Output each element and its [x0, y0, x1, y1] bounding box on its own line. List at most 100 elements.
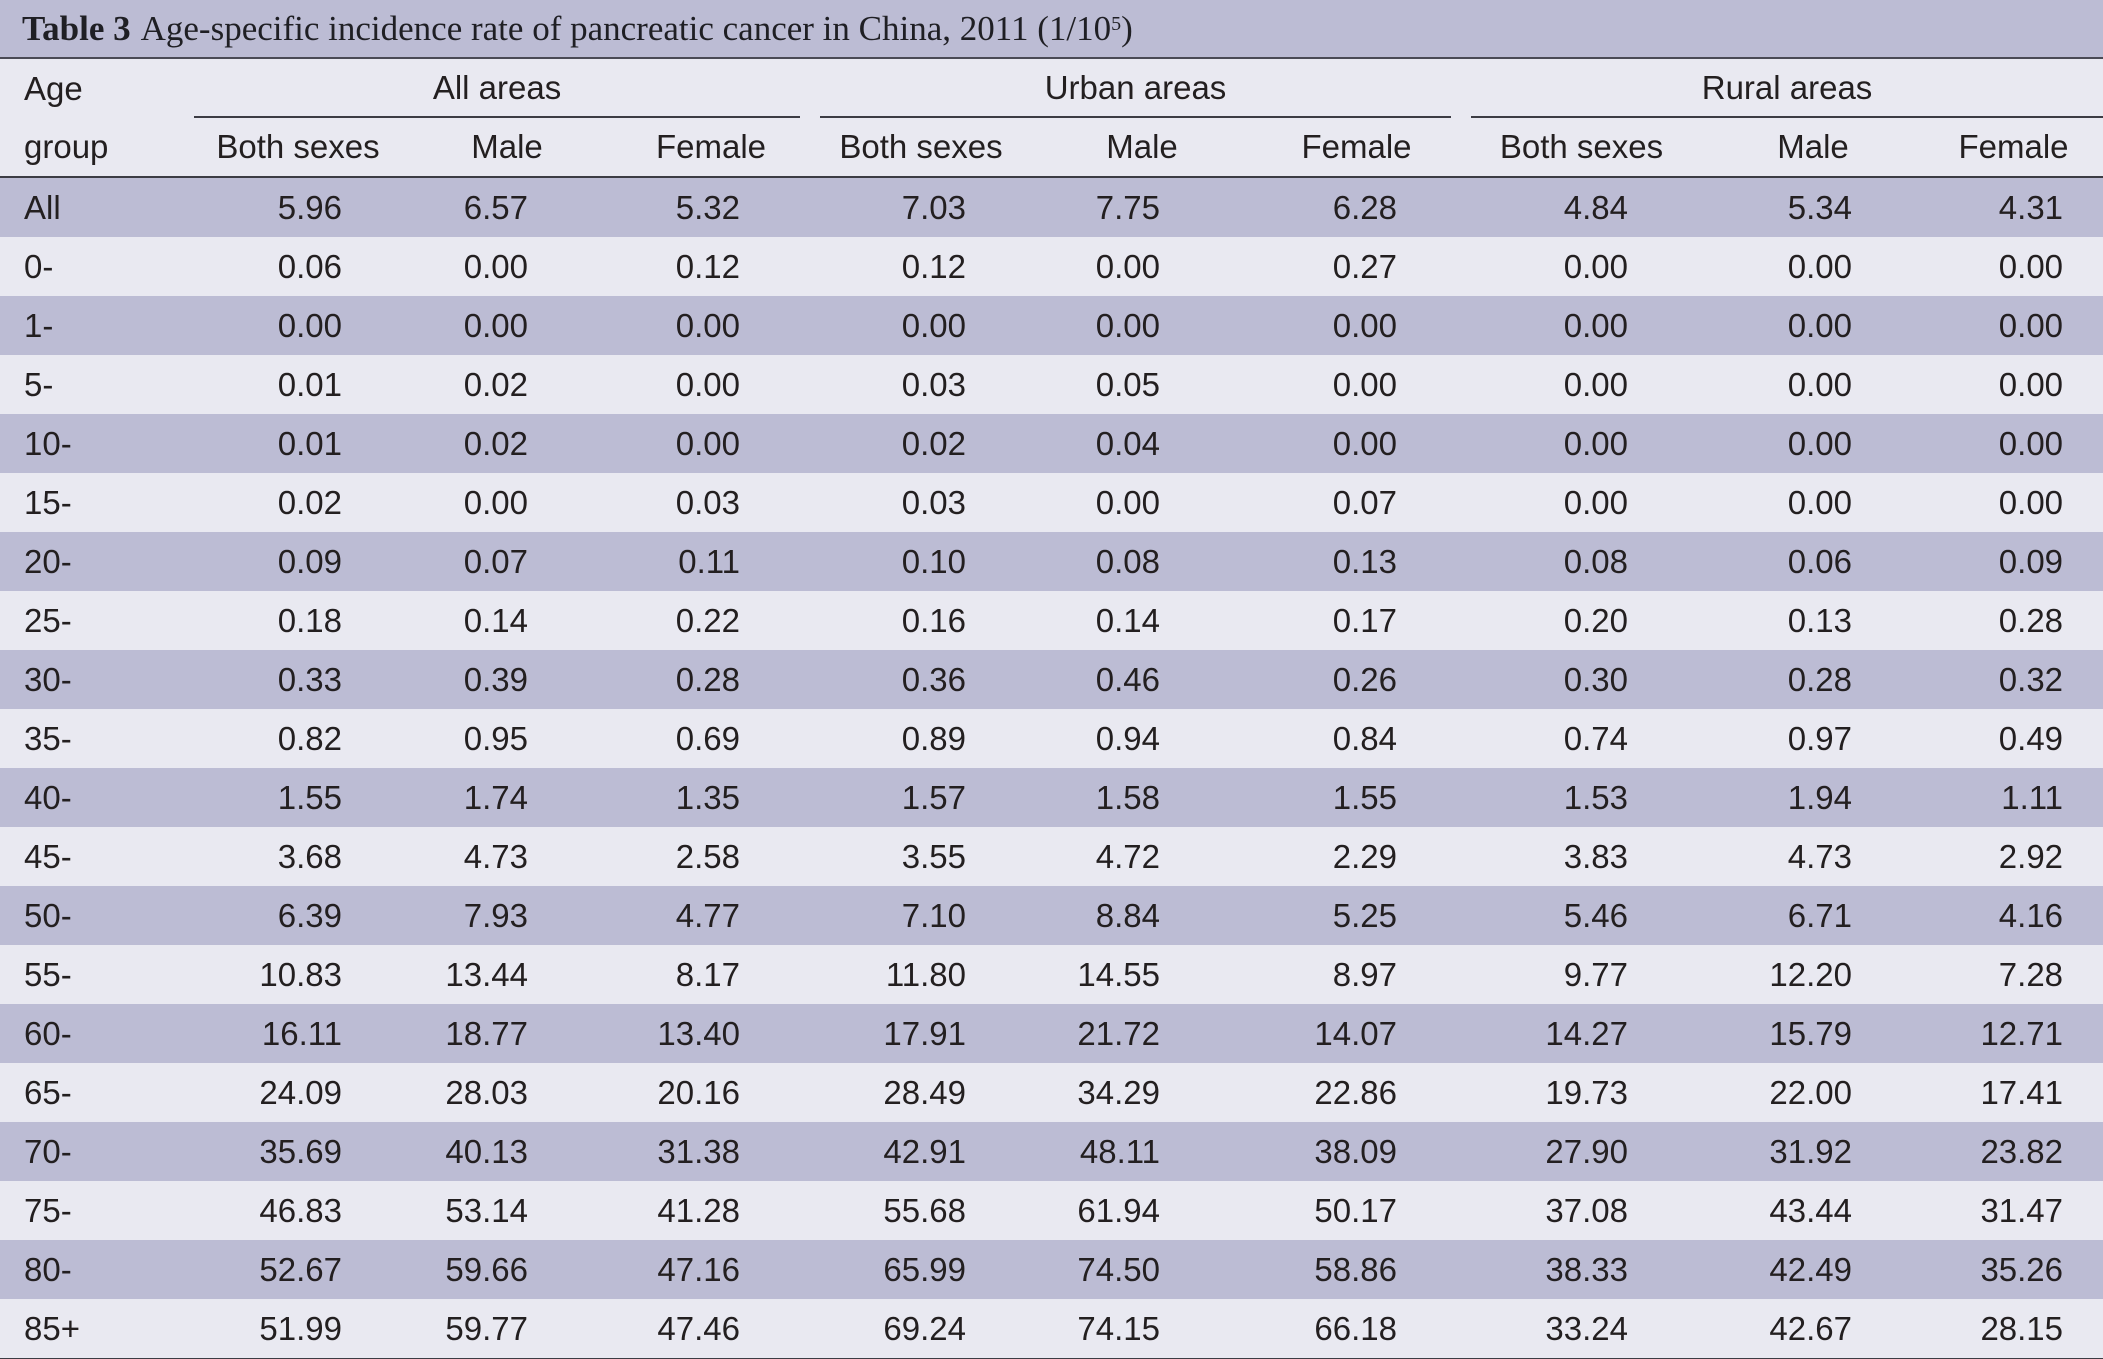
header-group-label: All areas	[194, 59, 801, 118]
age-group-cell: 30-	[0, 650, 194, 709]
rate-cell: 34.29	[1032, 1063, 1253, 1122]
rate-cell: 31.92	[1702, 1122, 1925, 1181]
table-row: 25- 0.18 0.14 0.22 0.16 0.14 0.17 0.20 0.13 0.28	[0, 591, 2103, 650]
rate-cell: 8.84	[1032, 886, 1253, 945]
age-group-cell: 40-	[0, 768, 194, 827]
rate-cell: 28.03	[402, 1063, 612, 1122]
rate-cell: 0.33	[194, 650, 402, 709]
rate-cell: 13.44	[402, 945, 612, 1004]
rate-cell: 0.02	[402, 414, 612, 473]
rate-cell: 4.77	[612, 886, 811, 945]
table-row: 50- 6.39 7.93 4.77 7.10 8.84 5.25 5.46 6.71 4.16	[0, 886, 2103, 945]
rate-cell: 4.73	[402, 827, 612, 886]
rate-cell: 41.28	[612, 1181, 811, 1240]
rate-cell: 0.89	[810, 709, 1033, 768]
rate-cell: 9.77	[1461, 945, 1703, 1004]
age-group-cell: 85+	[0, 1299, 194, 1359]
rate-cell: 7.75	[1032, 177, 1253, 237]
table-row: 40- 1.55 1.74 1.35 1.57 1.58 1.55 1.53 1.94 1.11	[0, 768, 2103, 827]
rate-cell: 7.03	[810, 177, 1033, 237]
rate-cell: 65.99	[810, 1240, 1033, 1299]
rate-cell: 1.55	[194, 768, 402, 827]
rate-cell: 0.84	[1252, 709, 1462, 768]
rate-cell: 0.01	[194, 414, 402, 473]
age-group-cell: 1-	[0, 296, 194, 355]
rate-cell: 0.03	[612, 473, 811, 532]
header-group-all-areas: All areas	[194, 59, 811, 118]
rate-cell: 0.28	[1702, 650, 1925, 709]
rate-cell: 8.97	[1252, 945, 1462, 1004]
rate-cell: 0.03	[810, 473, 1033, 532]
rate-cell: 1.11	[1924, 768, 2103, 827]
age-group-cell: 20-	[0, 532, 194, 591]
rate-cell: 33.24	[1461, 1299, 1703, 1359]
rate-cell: 0.03	[810, 355, 1033, 414]
rate-cell: 22.86	[1252, 1063, 1462, 1122]
rate-cell: 0.00	[612, 296, 811, 355]
table-caption-label: Table 3	[22, 8, 131, 48]
rate-cell: 0.00	[612, 355, 811, 414]
rate-cell: 38.09	[1252, 1122, 1462, 1181]
age-group-cell: 10-	[0, 414, 194, 473]
rate-cell: 69.24	[810, 1299, 1033, 1359]
rate-cell: 0.06	[194, 237, 402, 296]
header-group-label: Rural areas	[1471, 59, 2103, 118]
header-subcol: Both sexes	[1461, 118, 1703, 177]
rate-cell: 2.92	[1924, 827, 2103, 886]
table-row: 65- 24.09 28.03 20.16 28.49 34.29 22.86 19.73 22…	[0, 1063, 2103, 1122]
rate-cell: 0.07	[402, 532, 612, 591]
rate-cell: 35.69	[194, 1122, 402, 1181]
rate-cell: 42.49	[1702, 1240, 1925, 1299]
rate-cell: 0.74	[1461, 709, 1703, 768]
table-row: 70- 35.69 40.13 31.38 42.91 48.11 38.09 27.90 31…	[0, 1122, 2103, 1181]
age-group-cell: 55-	[0, 945, 194, 1004]
table-row: 20- 0.09 0.07 0.11 0.10 0.08 0.13 0.08 0.06 0.09	[0, 532, 2103, 591]
rate-cell: 1.53	[1461, 768, 1703, 827]
rate-cell: 50.17	[1252, 1181, 1462, 1240]
age-group-cell: 50-	[0, 886, 194, 945]
table-caption-superscript: 5	[1111, 13, 1122, 35]
rate-cell: 0.02	[194, 473, 402, 532]
table-row: 55- 10.83 13.44 8.17 11.80 14.55 8.97 9.77 12.20…	[0, 945, 2103, 1004]
rate-cell: 27.90	[1461, 1122, 1703, 1181]
rate-cell: 0.69	[612, 709, 811, 768]
rate-cell: 21.72	[1032, 1004, 1253, 1063]
rate-cell: 0.13	[1702, 591, 1925, 650]
rate-cell: 14.55	[1032, 945, 1253, 1004]
rate-cell: 0.00	[402, 237, 612, 296]
rate-cell: 0.00	[1032, 473, 1253, 532]
rate-cell: 0.36	[810, 650, 1033, 709]
rate-cell: 0.17	[1252, 591, 1462, 650]
rate-cell: 37.08	[1461, 1181, 1703, 1240]
rate-cell: 0.14	[1032, 591, 1253, 650]
rate-cell: 0.82	[194, 709, 402, 768]
rate-cell: 0.00	[402, 296, 612, 355]
table-caption-text: Age-specific incidence rate of pancreati…	[140, 8, 1112, 48]
rate-cell: 0.00	[1702, 296, 1925, 355]
rate-cell: 8.17	[612, 945, 811, 1004]
rate-cell: 17.91	[810, 1004, 1033, 1063]
rate-cell: 0.00	[1702, 237, 1925, 296]
rate-cell: 0.14	[402, 591, 612, 650]
table-caption: Table 3 Age-specific incidence rate of p…	[0, 0, 2103, 59]
table-row: All 5.96 6.57 5.32 7.03 7.75 6.28 4.84 5.34 4.31	[0, 177, 2103, 237]
rate-cell: 0.39	[402, 650, 612, 709]
rate-cell: 28.15	[1924, 1299, 2103, 1359]
rate-cell: 1.94	[1702, 768, 1925, 827]
rate-cell: 5.32	[612, 177, 811, 237]
rate-cell: 12.20	[1702, 945, 1925, 1004]
rate-cell: 53.14	[402, 1181, 612, 1240]
rate-cell: 4.16	[1924, 886, 2103, 945]
rate-cell: 0.00	[1702, 414, 1925, 473]
rate-cell: 0.27	[1252, 237, 1462, 296]
rate-cell: 0.00	[1924, 414, 2103, 473]
rate-cell: 0.00	[1461, 296, 1703, 355]
header-subcol: Both sexes	[194, 118, 402, 177]
rate-cell: 18.77	[402, 1004, 612, 1063]
rate-cell: 0.00	[1924, 355, 2103, 414]
rate-cell: 0.05	[1032, 355, 1253, 414]
rate-cell: 0.00	[1461, 355, 1703, 414]
header-subcolumn-row: group Both sexes Male Female Both sexes …	[0, 118, 2103, 177]
header-subcol: Male	[1032, 118, 1253, 177]
rate-cell: 0.28	[612, 650, 811, 709]
